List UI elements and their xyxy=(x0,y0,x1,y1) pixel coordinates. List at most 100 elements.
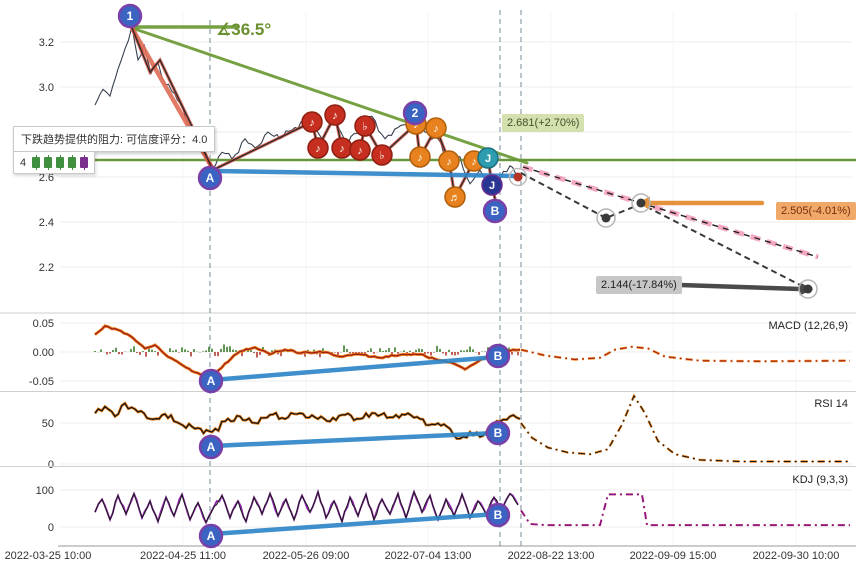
candle-green-icon xyxy=(32,155,41,170)
point-marker-A[interactable] xyxy=(198,523,224,549)
point-marker-B[interactable] xyxy=(482,198,508,224)
point-marker-label: B xyxy=(494,349,503,363)
macd-projection xyxy=(520,345,851,363)
note-marker-glyph: ♬ xyxy=(450,192,461,204)
target-dot[interactable] xyxy=(601,213,611,223)
macd-axis-tick-label: 0.05 xyxy=(33,318,54,330)
price-axis-tick-label: 2.6 xyxy=(39,172,54,184)
x-axis-tick-label: 2022-07-04 13:00 xyxy=(385,550,472,562)
x-axis-tick-label: 2022-03-25 10:00 xyxy=(5,550,92,562)
note-marker-glyph: ♭ xyxy=(362,121,367,133)
note-marker-glyph: ♪ xyxy=(315,143,321,155)
price-axis-tick-label: 3.2 xyxy=(39,37,54,49)
target-dot-ring xyxy=(631,193,651,213)
x-axis-tick-label: 2022-05-26 09:00 xyxy=(263,550,350,562)
pink-projection-core xyxy=(522,166,819,258)
note-marker-red[interactable] xyxy=(324,104,346,126)
point-marker-2[interactable] xyxy=(402,100,428,126)
point-marker-label: A xyxy=(206,171,215,185)
rsi-line xyxy=(94,402,521,440)
note-marker-orange[interactable] xyxy=(425,117,447,139)
trend-angle-label: ∡36.5° xyxy=(216,20,272,39)
current-price-ring xyxy=(508,167,528,187)
note-marker-orange[interactable] xyxy=(409,146,431,168)
note-marker-glyph: ♪ xyxy=(332,110,338,122)
trend-tooltip-text: 下跌趋势提供的阻力: 可信度评分：4.0 xyxy=(21,134,208,146)
kdj-axis-tick-label: 0 xyxy=(48,522,54,534)
kdj-axis-tick-label: 100 xyxy=(36,485,54,497)
point-marker-label: A xyxy=(207,374,216,388)
note-marker-glyph: ♪ xyxy=(339,143,345,155)
target-dot-ring xyxy=(596,208,616,228)
macd-axis-tick-label: -0.05 xyxy=(29,376,54,388)
price-axis-tick-label: 2.4 xyxy=(39,217,54,229)
rsi-projection-core xyxy=(520,394,850,462)
candle-green-icon xyxy=(44,155,53,170)
ab-trend-line[interactable] xyxy=(209,354,500,383)
rsi-panel-title: RSI 14 xyxy=(814,398,848,410)
candle-purple-icon xyxy=(80,155,89,170)
point-marker-label: 2 xyxy=(412,106,419,120)
note-marker-glyph: J xyxy=(489,180,495,192)
note-marker-orange[interactable] xyxy=(444,186,466,208)
note-marker-glyph: J xyxy=(485,153,491,165)
macd-axis-tick-label: 0.00 xyxy=(33,347,54,359)
candle-green-icon xyxy=(56,155,65,170)
point-marker-label: 1 xyxy=(127,9,134,23)
note-marker-glyph: ♪ xyxy=(471,156,477,168)
note-marker-red[interactable] xyxy=(307,137,329,159)
target-price-label-2: 2.144(-17.84%) xyxy=(596,276,682,294)
note-marker-glyph: ♪ xyxy=(446,156,452,168)
point-marker-A[interactable] xyxy=(197,165,223,191)
ab-trend-line[interactable] xyxy=(211,168,521,179)
kdj-line-d xyxy=(94,490,519,524)
ab-trend-line[interactable] xyxy=(209,430,500,449)
dark-target-arrow xyxy=(677,282,803,292)
point-marker-label: B xyxy=(491,204,500,218)
note-marker-glyph: ♪ xyxy=(309,117,315,129)
down-trend-line[interactable] xyxy=(130,26,529,165)
note-marker-red[interactable] xyxy=(301,111,323,133)
confidence-score-badge: 4 xyxy=(20,156,27,169)
macd-projection-core xyxy=(520,346,851,362)
note-marker-teal[interactable] xyxy=(477,147,499,169)
rsi-projection xyxy=(520,393,850,463)
candle-green-icon xyxy=(68,155,77,170)
note-marker-glyph: ♭ xyxy=(379,150,384,162)
point-marker-B[interactable] xyxy=(485,502,511,528)
note-marker-glyph: ♪ xyxy=(417,152,423,164)
target-dot[interactable] xyxy=(803,284,813,294)
resistance-price-label: 2.681(+2.70%) xyxy=(502,114,585,132)
x-axis-tick-label: 2022-04-25 11:00 xyxy=(140,550,226,562)
note-marker-red[interactable] xyxy=(354,115,376,137)
point-marker-A[interactable] xyxy=(198,368,224,394)
kdj-projection-core xyxy=(520,493,850,526)
note-marker-navy[interactable] xyxy=(481,174,503,196)
point-marker-B[interactable] xyxy=(485,420,511,446)
point-marker-label: A xyxy=(207,529,216,543)
point-marker-label: A xyxy=(207,440,216,454)
note-marker-red[interactable] xyxy=(371,144,393,166)
note-marker-orange[interactable] xyxy=(438,150,460,172)
rsi-axis-tick-label: 50 xyxy=(42,418,54,430)
point-marker-label: B xyxy=(494,508,503,522)
target-dot[interactable] xyxy=(636,198,646,208)
note-marker-glyph: ♪ xyxy=(357,145,363,157)
point-marker-B[interactable] xyxy=(485,343,511,369)
note-marker-red[interactable] xyxy=(349,139,371,161)
price-axis-tick-label: 2.2 xyxy=(39,262,54,274)
target-projection-path xyxy=(520,172,809,290)
rsi-axis-tick-label: 0 xyxy=(48,459,54,471)
trend-tooltip: 下跌趋势提供的阻力: 可信度评分：4.0 xyxy=(13,126,216,152)
point-marker-1[interactable] xyxy=(117,3,143,29)
target-price-label-1: 2.505(-4.01%) xyxy=(776,202,856,220)
point-marker-label: B xyxy=(494,426,503,440)
current-price-dot[interactable] xyxy=(513,172,523,182)
point-marker-A[interactable] xyxy=(198,434,224,460)
x-axis-tick-label: 2022-09-09 15:00 xyxy=(630,550,717,562)
ab-trend-line[interactable] xyxy=(209,511,500,537)
macd-panel-title: MACD (12,26,9) xyxy=(768,320,848,332)
macd-line-halo xyxy=(94,324,521,379)
